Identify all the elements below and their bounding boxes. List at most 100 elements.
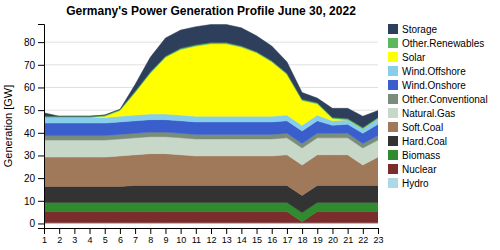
- x-tick-label: 20: [328, 235, 338, 245]
- x-tick-mark: [348, 228, 349, 234]
- x-tick: 6: [118, 228, 123, 245]
- x-tick: 1: [42, 228, 47, 245]
- x-tick-label: 2: [57, 235, 62, 245]
- area: [44, 154, 378, 196]
- x-tick-label: 1: [42, 235, 47, 245]
- x-tick-label: 16: [267, 235, 277, 245]
- x-tick-label: 7: [133, 235, 138, 245]
- legend-label: Soft.Coal: [402, 122, 443, 133]
- y-tick-mark: [38, 133, 44, 134]
- grid: [44, 42, 378, 223]
- legend-label: Natural.Gas: [402, 108, 455, 119]
- x-tick-label: 19: [313, 235, 323, 245]
- legend: Storage Other.Renewables Solar Wind.Offshor…: [388, 24, 488, 189]
- x-tick-mark: [165, 228, 166, 234]
- legend-label: Hard.Coal: [402, 136, 447, 147]
- legend-item: Wind.Offshore: [388, 66, 466, 77]
- legend-swatch: [388, 80, 398, 90]
- y-tick-label: 70: [24, 60, 36, 71]
- legend-item: Other.Conventional: [388, 94, 488, 105]
- x-tick-label: 21: [343, 235, 353, 245]
- legend-item: Wind.Onshore: [388, 80, 466, 91]
- x-tick-mark: [241, 228, 242, 234]
- x-axis: 1234567891011121314151617181920212223: [42, 228, 384, 245]
- x-tick-mark: [257, 228, 258, 234]
- x-tick: 20: [328, 228, 338, 245]
- x-tick-mark: [363, 228, 364, 234]
- x-tick: 11: [192, 228, 201, 245]
- x-tick-label: 5: [103, 235, 108, 245]
- x-tick-label: 9: [163, 235, 168, 245]
- legend-item: Nuclear: [388, 164, 437, 175]
- y-tick-label: 40: [24, 128, 36, 139]
- x-tick-mark: [287, 228, 288, 234]
- area: [44, 137, 378, 165]
- x-tick-mark: [211, 228, 212, 234]
- grid-line: [44, 223, 378, 224]
- x-tick: 7: [133, 228, 138, 245]
- x-tick-label: 13: [222, 235, 232, 245]
- x-tick-mark: [135, 228, 136, 234]
- x-tick: 18: [298, 228, 308, 245]
- legend-swatch: [388, 108, 398, 118]
- x-tick-label: 11: [192, 235, 201, 245]
- x-tick: 3: [72, 228, 77, 245]
- chart-container: Germany's Power Generation Profile June …: [0, 0, 500, 250]
- y-tick-mark: [38, 201, 44, 202]
- legend-swatch: [388, 52, 398, 62]
- legend-swatch: [388, 178, 398, 188]
- x-tick-label: 22: [358, 235, 368, 245]
- x-tick: 2: [57, 228, 62, 245]
- y-tick-mark: [38, 42, 44, 43]
- legend-item: Other.Renewables: [388, 38, 484, 49]
- legend-label: Solar: [402, 52, 426, 63]
- x-tick-label: 17: [282, 235, 292, 245]
- x-tick-label: 15: [252, 235, 262, 245]
- y-tick: 30: [24, 150, 44, 161]
- x-tick: 12: [206, 228, 216, 245]
- y-tick: 10: [24, 196, 44, 207]
- x-axis-line: [45, 229, 379, 235]
- y-tick-mark: [38, 223, 44, 224]
- plot: 1234567891011121314151617181920212223010…: [24, 24, 384, 245]
- y-tick: 40: [24, 128, 44, 139]
- areas: [44, 24, 378, 223]
- y-tick-mark: [38, 65, 44, 66]
- legend-swatch: [388, 150, 398, 160]
- x-tick: 5: [103, 228, 108, 245]
- legend-label: Other.Conventional: [402, 94, 488, 105]
- y-tick-label: 0: [29, 218, 35, 229]
- x-tick-mark: [74, 228, 75, 234]
- x-tick-label: 14: [237, 235, 247, 245]
- y-tick: 50: [24, 105, 44, 116]
- legend-label: Other.Renewables: [402, 38, 484, 49]
- y-tick: 70: [24, 60, 44, 71]
- x-tick-mark: [378, 228, 379, 234]
- y-tick-mark: [38, 178, 44, 179]
- area: [44, 202, 378, 221]
- legend-item: Biomass: [388, 150, 440, 161]
- legend-swatch: [388, 94, 398, 104]
- x-tick-mark: [272, 228, 273, 234]
- legend-swatch: [388, 24, 398, 34]
- legend-swatch: [388, 66, 398, 76]
- legend-label: Wind.Onshore: [402, 80, 466, 91]
- x-tick: 22: [358, 228, 368, 245]
- y-tick-label: 60: [24, 82, 36, 93]
- x-tick: 10: [176, 228, 186, 245]
- legend-label: Storage: [402, 24, 437, 35]
- y-tick-label: 10: [24, 196, 36, 207]
- x-tick-label: 8: [148, 235, 153, 245]
- x-tick: 23: [373, 228, 383, 245]
- legend-label: Hydro: [402, 178, 429, 189]
- x-tick-label: 12: [206, 235, 216, 245]
- y-tick: 0: [29, 218, 44, 229]
- x-tick-mark: [181, 228, 182, 234]
- x-tick: 9: [163, 228, 168, 245]
- x-tick-mark: [59, 228, 60, 234]
- x-tick: 15: [252, 228, 262, 245]
- legend-label: Nuclear: [402, 164, 437, 175]
- legend-swatch: [388, 122, 398, 132]
- legend-swatch: [388, 38, 398, 48]
- x-tick-mark: [302, 228, 303, 234]
